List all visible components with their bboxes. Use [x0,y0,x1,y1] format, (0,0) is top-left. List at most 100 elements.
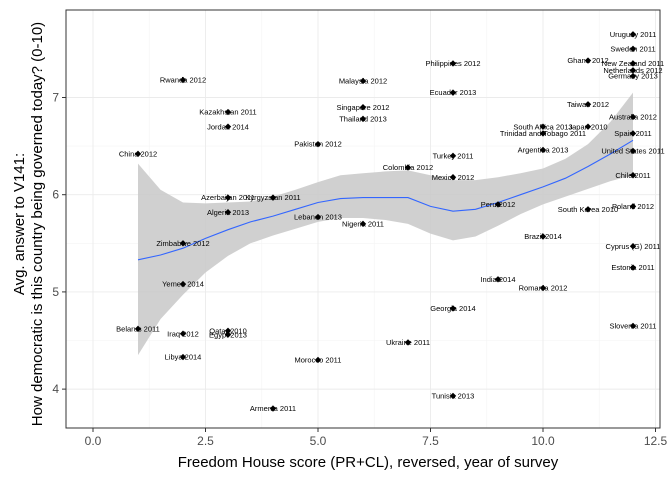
point-label-ghana-2012: Ghana 2012 [567,56,608,65]
data-point-rwanda-2012 [179,76,187,84]
data-point-belarus-2011 [134,325,142,333]
point-label-china-2012: China 2012 [119,149,157,158]
point-label-singapore-2012: Singapore 2012 [337,103,390,112]
data-point-qatar-2010 [224,327,232,334]
x-tick-label: 10.0 [531,434,555,448]
point-label-kyrgyzstan-2011: Kyrgyzstan 2011 [245,193,300,202]
point-label-zimbabwe-2012: Zimbabwe 2012 [156,239,209,248]
data-point-romania-2012 [539,284,547,292]
point-label-rwanda-2012: Rwanda 2012 [160,76,206,85]
confidence-ribbon [138,92,633,356]
data-point-spain-2011 [629,130,637,137]
point-label-turkey-2011: Turkey 2011 [433,151,474,160]
point-label-pakistan-2012: Pakistan 2012 [294,140,342,149]
data-point-germany-2013 [629,72,637,80]
data-point-iraq-2012 [179,330,187,337]
data-point-thailand-2013 [359,115,367,123]
point-label-jordan-2014: Jordan 2014 [207,122,249,131]
data-point-south-africa-2013 [539,123,547,130]
data-point-ecuador-2013 [449,89,457,96]
data-point-cyprus-g-2011 [629,243,637,250]
data-point-azerbaijan-2011 [224,194,232,201]
data-point-new-zealand-2011 [629,60,637,67]
x-tick-label: 0.0 [85,434,102,448]
point-label-united-states-2011: United States 2011 [601,147,664,156]
plot-panel-border [65,9,661,429]
point-label-sweden-2011: Sweden 2011 [610,44,655,53]
point-label-spain-2011: Spain 2011 [614,129,651,138]
data-point-egypt-2013 [224,331,232,338]
data-point-nigeria-2011 [359,220,367,228]
x-tick-label: 12.5 [644,434,668,448]
confidence-ribbon-layer [138,92,633,356]
data-point-turkey-2011 [449,152,457,160]
data-point-poland-2012 [629,203,637,210]
point-label-colombia-2012: Colombia 2012 [383,163,433,172]
data-point-pakistan-2012 [314,140,322,148]
data-point-estonia-2011 [629,264,637,271]
data-point-chile-2011 [629,172,637,179]
point-label-cyprus-g-2011: Cyprus (G) 2011 [606,242,661,251]
data-point-india-2014 [494,276,502,283]
point-label-ukraine-2011: Ukraine 2011 [386,338,430,347]
point-label-philippines-2012: Philippines 2012 [425,59,480,68]
x-axis-ticks: 0.0 2.5 5.0 7.5 10.0 12.5 [85,428,668,448]
point-label-germany-2013: Germany 2013 [608,72,658,81]
data-point-zimbabwe-2012 [179,240,187,247]
x-tick-label: 7.5 [422,434,439,448]
point-label-australia-2012: Australia 2012 [609,113,657,122]
point-label-kazakhstan-2011: Kazakhstan 2011 [199,108,256,117]
point-label-libya-2014: Libya 2014 [165,353,202,362]
data-point-china-2012 [134,150,142,158]
point-label-taiwan-2012: Taiwan 2012 [567,100,609,109]
x-axis-title: Freedom House score (PR+CL), reversed, y… [178,454,559,471]
point-label-algeria-2013: Algeria 2013 [207,208,249,217]
point-label-slovenia-2011: Slovenia 2011 [610,322,657,331]
data-point-ghana-2012 [584,57,592,64]
data-point-tunisia-2013 [449,392,457,400]
point-label-brazil-2014: Brazil 2014 [524,232,562,241]
data-point-singapore-2012 [359,104,367,111]
data-point-malaysia-2012 [359,77,367,85]
point-label-ecuador-2013: Ecuador 2013 [430,88,477,97]
data-point-armenia-2011 [269,405,277,412]
y-axis-title-line-1: Avg. answer to V141: [11,153,28,295]
y-tick-label: 5 [52,285,59,299]
point-label-argentina-2013: Argentina 2013 [518,146,569,155]
data-point-uruguay-2011 [629,31,637,38]
data-point-algeria-2013 [224,208,232,216]
data-point-japan-2010 [584,123,592,130]
data-point-kyrgyzstan-2011 [269,194,277,201]
data-point-morocco-2011 [314,356,322,364]
data-point-lebanon-2013 [314,213,322,221]
data-points [134,31,637,412]
y-axis-ticks: 4 5 6 7 [52,90,66,396]
point-label-morocco-2011: Morocco 2011 [295,356,342,365]
data-point-colombia-2012 [404,164,412,171]
x-tick-label: 5.0 [310,434,327,448]
data-point-sweden-2011 [629,45,637,53]
data-point-netherlands-2012 [629,67,637,74]
point-label-georgia-2014: Georgia 2014 [430,304,475,313]
point-label-netherlands-2012: Netherlands 2012 [603,66,662,75]
point-label-uruguay-2011: Uruguay 2011 [610,30,657,39]
point-label-trinidad-and-tobago-2011: Trinidad and Tobago 2011 [500,129,586,138]
data-point-south-korea-2010 [584,206,592,213]
point-label-azerbaijan-2011: Azerbaijan 2011 [201,193,255,202]
point-label-tunisia-2013: Tunisia 2013 [432,392,475,401]
point-label-new-zealand-2011: New Zealand 2011 [602,59,664,68]
y-axis-title: Avg. answer to V141: How democratic is t… [11,22,46,426]
y-axis-title-line-2: How democratic is this country being gov… [29,22,46,426]
data-point-taiwan-2012 [584,101,592,108]
point-label-egypt-2013: Egypt 2013 [209,330,247,339]
data-point-slovenia-2011 [629,322,637,330]
smooth-trend-line [137,139,634,261]
data-point-mexico-2012 [449,174,457,181]
point-label-thailand-2013: Thailand 2013 [339,114,387,123]
y-tick-label: 6 [52,188,59,202]
point-label-belarus-2011: Belarus 2011 [116,324,160,333]
data-point-philippines-2012 [449,60,457,67]
data-point-trinidad-and-tobago-2011 [539,130,547,137]
